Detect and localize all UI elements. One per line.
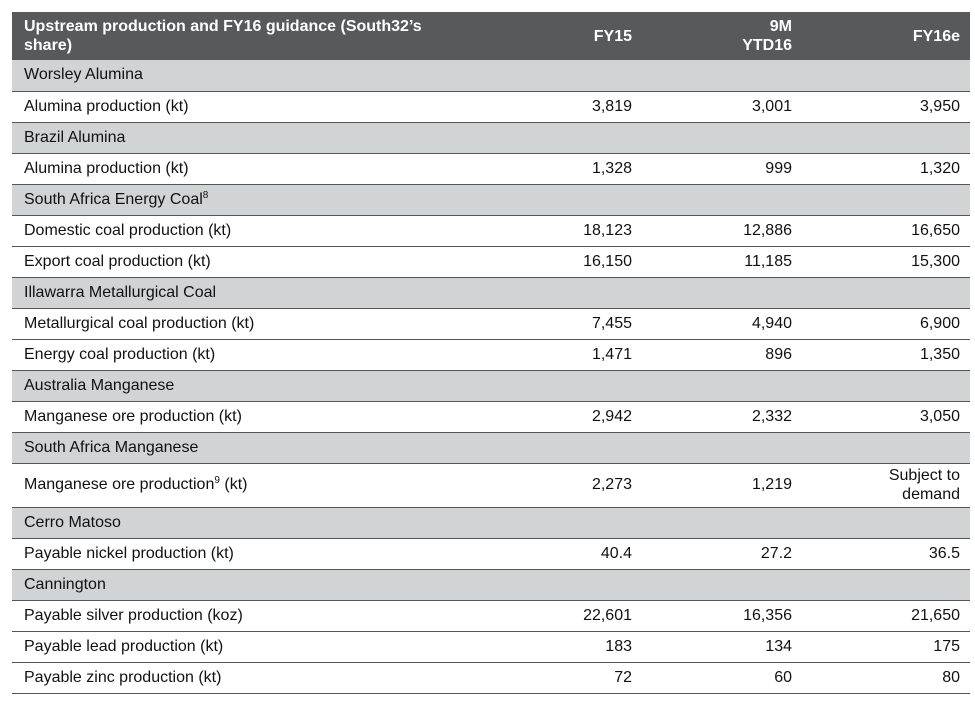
section-label: Cannington: [12, 569, 970, 601]
section-label: Illawarra Metallurgical Coal: [12, 277, 970, 309]
row-label: Metallurgical coal production (kt): [12, 308, 482, 340]
cell-ytd16: 27.2: [642, 538, 802, 570]
cell-ytd16: 16,356: [642, 600, 802, 632]
section-row-illawarra-metallurgical-coal: Illawarra Metallurgical Coal: [12, 277, 970, 309]
cell-fy15: 2,942: [482, 401, 642, 433]
table-row: Metallurgical coal production (kt) 7,455…: [12, 308, 970, 340]
production-table-container: Upstream production and FY16 guidance (S…: [12, 12, 970, 694]
cell-fy15: 22,601: [482, 600, 642, 632]
table-header: Upstream production and FY16 guidance (S…: [12, 12, 970, 60]
cell-fy16e: 175: [802, 631, 970, 663]
cell-fy16e: 16,650: [802, 215, 970, 247]
table-row: Domestic coal production (kt) 18,123 12,…: [12, 215, 970, 247]
column-header-fy15: FY15: [482, 12, 642, 60]
cell-ytd16: 134: [642, 631, 802, 663]
cell-fy16e: 21,650: [802, 600, 970, 632]
cell-fy15: 7,455: [482, 308, 642, 340]
table-title: Upstream production and FY16 guidance (S…: [12, 12, 482, 60]
cell-ytd16: 60: [642, 662, 802, 694]
section-row-brazil-alumina: Brazil Alumina: [12, 122, 970, 154]
cell-fy15: 1,328: [482, 153, 642, 185]
section-label-cell: South Africa Energy Coal8: [12, 184, 970, 216]
section-row-cannington: Cannington: [12, 569, 970, 601]
cell-fy15: 2,273: [482, 463, 642, 508]
cell-ytd16: 999: [642, 153, 802, 185]
table-row: Energy coal production (kt) 1,471 896 1,…: [12, 339, 970, 371]
cell-fy16e-line1: Subject to: [888, 467, 960, 484]
section-label: South Africa Manganese: [12, 432, 970, 464]
column-header-9m: 9M: [769, 18, 792, 35]
table-row: Manganese ore production (kt) 2,942 2,33…: [12, 401, 970, 433]
row-label: Domestic coal production (kt): [12, 215, 482, 247]
row-label: Export coal production (kt): [12, 246, 482, 278]
cell-fy15: 1,471: [482, 339, 642, 371]
table-body: Worsley Alumina Alumina production (kt) …: [12, 60, 970, 694]
cell-fy16e: 1,320: [802, 153, 970, 185]
table-row: Manganese ore production9 (kt) 2,273 1,2…: [12, 463, 970, 508]
section-label: Worsley Alumina: [12, 60, 970, 92]
table-row: Alumina production (kt) 1,328 999 1,320: [12, 153, 970, 185]
column-header-9m-ytd16: 9M YTD16: [642, 12, 802, 60]
cell-fy16e: 1,350: [802, 339, 970, 371]
footnote-marker: 9: [214, 475, 220, 486]
cell-fy15: 72: [482, 662, 642, 694]
section-label: South Africa Energy Coal: [24, 190, 203, 208]
cell-ytd16: 2,332: [642, 401, 802, 433]
cell-ytd16: 1,219: [642, 463, 802, 508]
row-label: Manganese ore production: [24, 476, 215, 493]
section-label: Australia Manganese: [12, 370, 970, 402]
section-row-australia-manganese: Australia Manganese: [12, 370, 970, 402]
table-row: Payable silver production (koz) 22,601 1…: [12, 600, 970, 632]
row-label: Alumina production (kt): [12, 153, 482, 185]
cell-ytd16: 896: [642, 339, 802, 371]
row-label: Payable lead production (kt): [12, 631, 482, 663]
cell-fy16e-line2: demand: [902, 486, 960, 503]
row-label: Manganese ore production (kt): [12, 401, 482, 433]
row-label: Energy coal production (kt): [12, 339, 482, 371]
cell-fy16e: 15,300: [802, 246, 970, 278]
row-label: Payable silver production (koz): [12, 600, 482, 632]
section-label: Cerro Matoso: [12, 507, 970, 539]
row-label: Payable zinc production (kt): [12, 662, 482, 694]
cell-fy15: 18,123: [482, 215, 642, 247]
table-row: Alumina production (kt) 3,819 3,001 3,95…: [12, 91, 970, 123]
section-row-south-africa-energy-coal: South Africa Energy Coal8: [12, 184, 970, 216]
cell-ytd16: 4,940: [642, 308, 802, 340]
cell-fy16e: 3,950: [802, 91, 970, 123]
column-header-fy16e: FY16e: [802, 12, 970, 60]
table-row: Payable zinc production (kt) 72 60 80: [12, 662, 970, 694]
cell-fy16e: 36.5: [802, 538, 970, 570]
section-label: Brazil Alumina: [12, 122, 970, 154]
cell-fy16e: 80: [802, 662, 970, 694]
cell-ytd16: 11,185: [642, 246, 802, 278]
row-label-cell: Manganese ore production9 (kt): [12, 463, 482, 508]
cell-fy15: 3,819: [482, 91, 642, 123]
column-header-ytd16: YTD16: [742, 37, 792, 54]
cell-ytd16: 12,886: [642, 215, 802, 247]
table-row: Payable nickel production (kt) 40.4 27.2…: [12, 538, 970, 570]
production-guidance-table: Upstream production and FY16 guidance (S…: [12, 12, 970, 694]
header-row: Upstream production and FY16 guidance (S…: [12, 12, 970, 60]
cell-fy15: 183: [482, 631, 642, 663]
section-row-worsley-alumina: Worsley Alumina: [12, 60, 970, 92]
cell-ytd16: 3,001: [642, 91, 802, 123]
table-row: Export coal production (kt) 16,150 11,18…: [12, 246, 970, 278]
section-row-south-africa-manganese: South Africa Manganese: [12, 432, 970, 464]
row-label-unit: (kt): [219, 476, 248, 493]
footnote-marker: 8: [202, 189, 209, 201]
row-label: Alumina production (kt): [12, 91, 482, 123]
cell-fy16e: 3,050: [802, 401, 970, 433]
cell-fy15: 16,150: [482, 246, 642, 278]
cell-fy15: 40.4: [482, 538, 642, 570]
section-row-cerro-matoso: Cerro Matoso: [12, 507, 970, 539]
table-row: Payable lead production (kt) 183 134 175: [12, 631, 970, 663]
cell-fy16e: 6,900: [802, 308, 970, 340]
row-label: Payable nickel production (kt): [12, 538, 482, 570]
cell-fy16e: Subject to demand: [802, 463, 970, 508]
